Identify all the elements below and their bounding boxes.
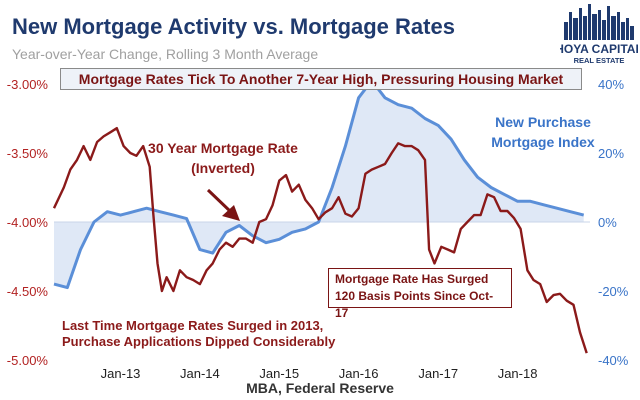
- chart-subtitle: Year-over-Year Change, Rolling 3 Month A…: [12, 46, 319, 62]
- hoya-capital-logo: HOYA CAPITAL REAL ESTATE: [560, 4, 638, 65]
- headline-banner: Mortgage Rates Tick To Another 7-Year Hi…: [60, 68, 582, 90]
- purchase-series-label-line2: Mortgage Index: [491, 134, 595, 150]
- y-right-tick-label: 0%: [598, 215, 617, 230]
- y-right-tick-label: 40%: [598, 77, 624, 92]
- source-label: MBA, Federal Reserve: [246, 380, 394, 396]
- x-tick-label: Jan-17: [418, 366, 458, 381]
- annotation-arrow-head: [222, 205, 240, 221]
- x-tick-label: Jan-13: [101, 366, 141, 381]
- logo-tagline: REAL ESTATE: [574, 56, 625, 65]
- x-tick-label: Jan-18: [498, 366, 538, 381]
- rate-series-label: 30 Year Mortgage Rate (Inverted): [138, 138, 308, 178]
- callout-line1: Mortgage Rate Has Surged: [335, 272, 489, 286]
- annotation-arrow-shaft: [206, 188, 234, 215]
- series-line-30-year-mortgage-rate: [52, 126, 588, 354]
- y-right-tick-label: -20%: [598, 284, 629, 299]
- y-left-tick-label: -4.50%: [7, 284, 49, 299]
- x-tick-label: Jan-14: [180, 366, 220, 381]
- logo-name: HOYA CAPITAL: [560, 42, 638, 56]
- y-left-tick-label: -4.00%: [7, 215, 49, 230]
- y-left-tick-label: -3.50%: [7, 146, 49, 161]
- y-left-tick-label: -5.00%: [7, 353, 49, 368]
- rate-series-label-line2: (Inverted): [191, 160, 255, 176]
- series-line-new-purchase-mortgage-index: [53, 79, 585, 290]
- x-tick-label: Jan-16: [339, 366, 379, 381]
- x-tick-label: Jan-15: [259, 366, 299, 381]
- purchase-series-label: New Purchase Mortgage Index: [468, 112, 618, 152]
- y-right-tick-label: -40%: [598, 353, 629, 368]
- rate-surge-callout: Mortgage Rate Has Surged 120 Basis Point…: [328, 268, 512, 320]
- chart-title: New Mortgage Activity vs. Mortgage Rates: [12, 14, 455, 39]
- purchase-series-label-line1: New Purchase: [495, 114, 591, 130]
- purchase-area-fill: [54, 80, 584, 288]
- y-right-tick-label: 20%: [598, 146, 624, 161]
- callout-line2: 120 Basis Points Since Oct-17: [335, 289, 494, 320]
- note-line2: Purchase Applications Dipped Considerabl…: [62, 334, 336, 349]
- y-left-tick-label: -3.00%: [7, 77, 49, 92]
- rate-series-label-line1: 30 Year Mortgage Rate: [148, 140, 298, 156]
- note-line1: Last Time Mortgage Rates Surged in 2013,: [62, 318, 324, 333]
